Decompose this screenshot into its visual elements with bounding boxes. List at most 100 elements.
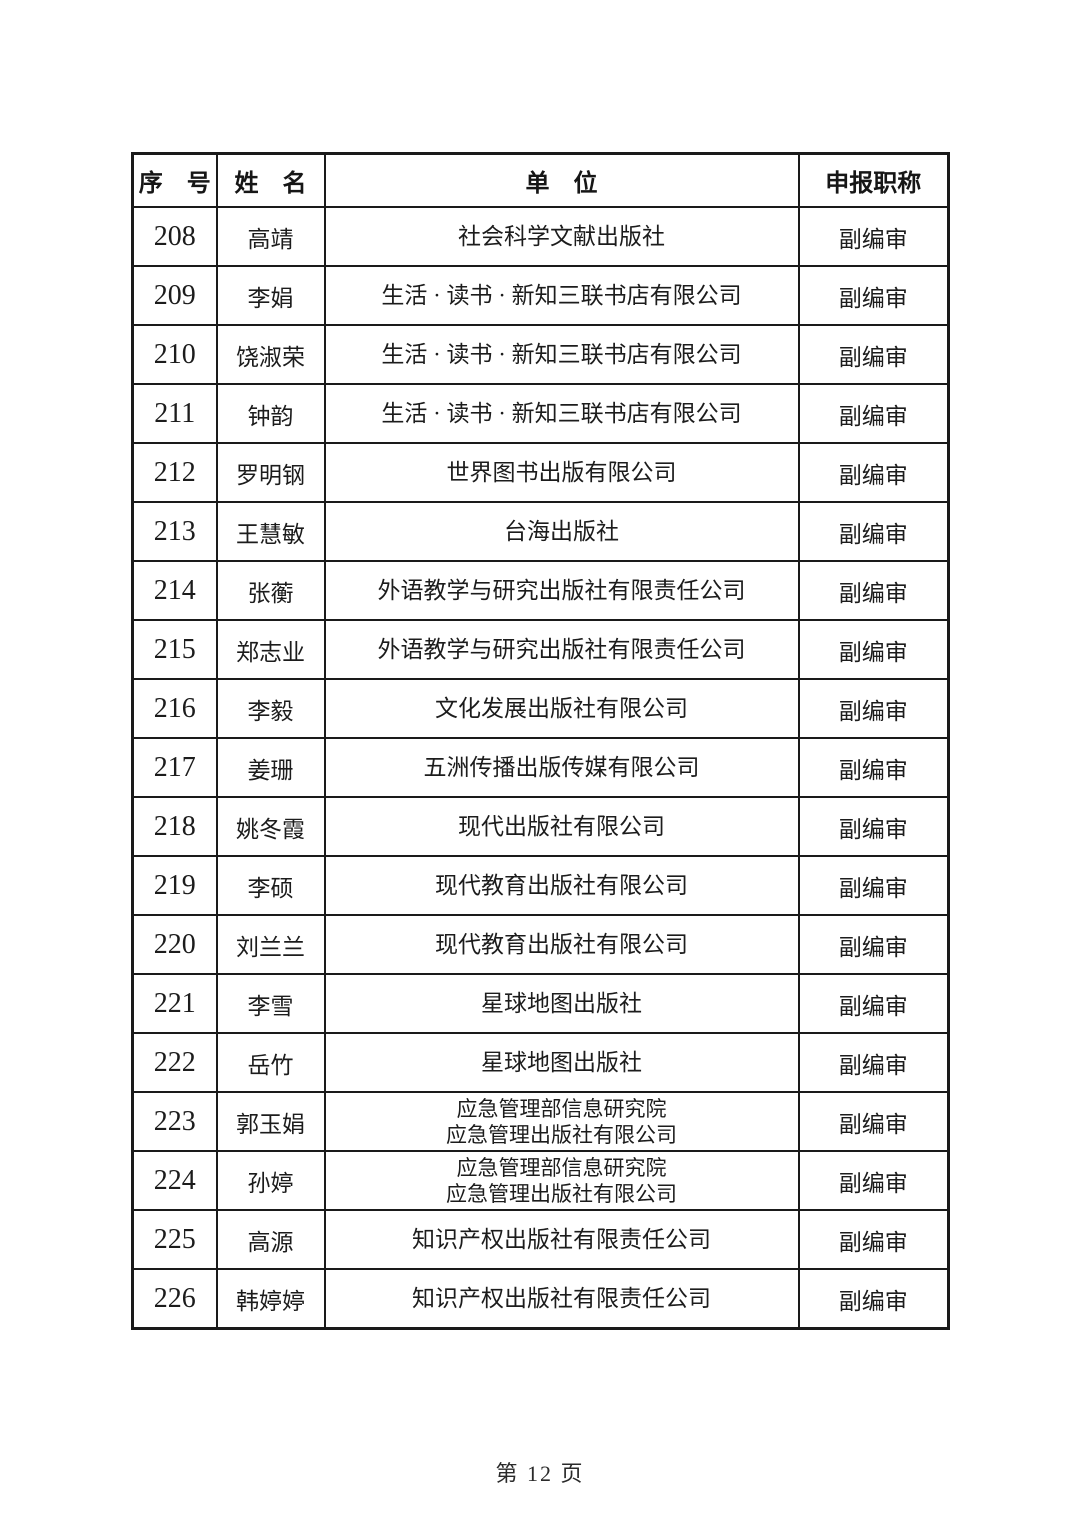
cell-name: 罗明钢 [215,442,326,503]
cell-serial-number: 223 [131,1091,218,1152]
cell-organization: 台海出版社 [323,501,800,562]
cell-serial-number: 219 [131,855,218,916]
cell-organization: 世界图书出版有限公司 [323,442,800,503]
organization-line: 星球地图出版社 [481,1049,642,1075]
cell-name: 钟韵 [215,383,326,444]
cell-name: 韩婷婷 [215,1268,326,1330]
cell-serial-number: 215 [131,619,218,680]
cell-name: 李雪 [215,973,326,1034]
cell-declared-title: 副编审 [797,1032,950,1093]
cell-organization: 星球地图出版社 [323,1032,800,1093]
page-number: 第 12 页 [495,1461,585,1486]
cell-organization: 文化发展出版社有限公司 [323,678,800,739]
cell-organization: 生活 · 读书 · 新知三联书店有限公司 [323,324,800,385]
cell-name: 王慧敏 [215,501,326,562]
organization-line: 知识产权出版社有限责任公司 [412,1285,711,1311]
cell-organization: 应急管理部信息研究院 应急管理出版社有限公司 [323,1091,800,1152]
cell-declared-title: 副编审 [797,619,950,680]
table-row: 215 郑志业 外语教学与研究出版社有限责任公司 副编审 [131,619,950,680]
cell-organization: 应急管理部信息研究院 应急管理出版社有限公司 [323,1150,800,1211]
table-row: 208 高靖 社会科学文献出版社 副编审 [131,206,950,267]
organization-line: 外语教学与研究出版社有限责任公司 [377,577,746,603]
table-row: 211 钟韵 生活 · 读书 · 新知三联书店有限公司 副编审 [131,383,950,444]
cell-organization: 五洲传播出版传媒有限公司 [323,737,800,798]
cell-name: 郭玉娟 [215,1091,326,1152]
cell-organization: 现代出版社有限公司 [323,796,800,857]
cell-serial-number: 218 [131,796,218,857]
header-row: 序 号 姓 名 单 位 申报职称 [131,152,950,208]
cell-declared-title: 副编审 [797,914,950,975]
organization-line: 应急管理部信息研究院 [456,1096,667,1121]
cell-declared-title: 副编审 [797,796,950,857]
cell-name: 姜珊 [215,737,326,798]
cell-name: 高靖 [215,206,326,267]
table-row: 226 韩婷婷 知识产权出版社有限责任公司 副编审 [131,1268,950,1330]
header-organization: 单 位 [323,152,800,208]
table-row: 222 岳竹 星球地图出版社 副编审 [131,1032,950,1093]
table-row: 225 高源 知识产权出版社有限责任公司 副编审 [131,1209,950,1270]
cell-declared-title: 副编审 [797,1268,950,1330]
cell-declared-title: 副编审 [797,442,950,503]
cell-serial-number: 225 [131,1209,218,1270]
table-row: 220 刘兰兰 现代教育出版社有限公司 副编审 [131,914,950,975]
organization-line: 文化发展出版社有限公司 [435,695,688,721]
cell-name: 岳竹 [215,1032,326,1093]
organization-line: 生活 · 读书 · 新知三联书店有限公司 [381,400,742,426]
table-row: 224 孙婷 应急管理部信息研究院 应急管理出版社有限公司 副编审 [131,1150,950,1211]
cell-name: 饶淑荣 [215,324,326,385]
cell-declared-title: 副编审 [797,973,950,1034]
table-row: 210 饶淑荣 生活 · 读书 · 新知三联书店有限公司 副编审 [131,324,950,385]
cell-declared-title: 副编审 [797,501,950,562]
cell-declared-title: 副编审 [797,265,950,326]
cell-declared-title: 副编审 [797,737,950,798]
cell-serial-number: 208 [131,206,218,267]
cell-name: 李娟 [215,265,326,326]
table-row: 219 李硕 现代教育出版社有限公司 副编审 [131,855,950,916]
cell-serial-number: 210 [131,324,218,385]
cell-declared-title: 副编审 [797,560,950,621]
cell-organization: 外语教学与研究出版社有限责任公司 [323,619,800,680]
cell-declared-title: 副编审 [797,1150,950,1211]
table-row: 216 李毅 文化发展出版社有限公司 副编审 [131,678,950,739]
organization-line: 现代出版社有限公司 [458,813,665,839]
table-row: 213 王慧敏 台海出版社 副编审 [131,501,950,562]
cell-organization: 生活 · 读书 · 新知三联书店有限公司 [323,383,800,444]
organization-line: 现代教育出版社有限公司 [435,931,688,957]
cell-serial-number: 213 [131,501,218,562]
organization-line: 应急管理出版社有限公司 [446,1122,677,1147]
table-row: 221 李雪 星球地图出版社 副编审 [131,973,950,1034]
table-row: 209 李娟 生活 · 读书 · 新知三联书店有限公司 副编审 [131,265,950,326]
header-declared-title: 申报职称 [797,152,950,208]
cell-declared-title: 副编审 [797,678,950,739]
cell-serial-number: 212 [131,442,218,503]
cell-organization: 知识产权出版社有限责任公司 [323,1209,800,1270]
organization-line: 星球地图出版社 [481,990,642,1016]
cell-name: 李毅 [215,678,326,739]
organization-line: 五洲传播出版传媒有限公司 [423,754,700,780]
cell-name: 刘兰兰 [215,914,326,975]
cell-serial-number: 221 [131,973,218,1034]
cell-serial-number: 220 [131,914,218,975]
cell-organization: 现代教育出版社有限公司 [323,914,800,975]
cell-name: 郑志业 [215,619,326,680]
cell-declared-title: 副编审 [797,1209,950,1270]
cell-serial-number: 211 [131,383,218,444]
cell-organization: 星球地图出版社 [323,973,800,1034]
organization-line: 生活 · 读书 · 新知三联书店有限公司 [381,341,742,367]
cell-serial-number: 209 [131,265,218,326]
organization-line: 知识产权出版社有限责任公司 [412,1226,711,1252]
document-page: 序 号 姓 名 单 位 申报职称 208 高靖 社会科学文献出版社 副编审 209 李娟生… [131,152,950,1330]
cell-name: 张蘅 [215,560,326,621]
organization-line: 生活 · 读书 · 新知三联书店有限公司 [381,282,742,308]
cell-organization: 社会科学文献出版社 [323,206,800,267]
cell-declared-title: 副编审 [797,206,950,267]
cell-organization: 知识产权出版社有限责任公司 [323,1268,800,1330]
table-row: 223 郭玉娟 应急管理部信息研究院 应急管理出版社有限公司 副编审 [131,1091,950,1152]
cell-organization: 生活 · 读书 · 新知三联书店有限公司 [323,265,800,326]
cell-serial-number: 217 [131,737,218,798]
cell-organization: 现代教育出版社有限公司 [323,855,800,916]
header-name: 姓 名 [215,152,326,208]
cell-serial-number: 216 [131,678,218,739]
cell-name: 高源 [215,1209,326,1270]
organization-line: 外语教学与研究出版社有限责任公司 [377,636,746,662]
